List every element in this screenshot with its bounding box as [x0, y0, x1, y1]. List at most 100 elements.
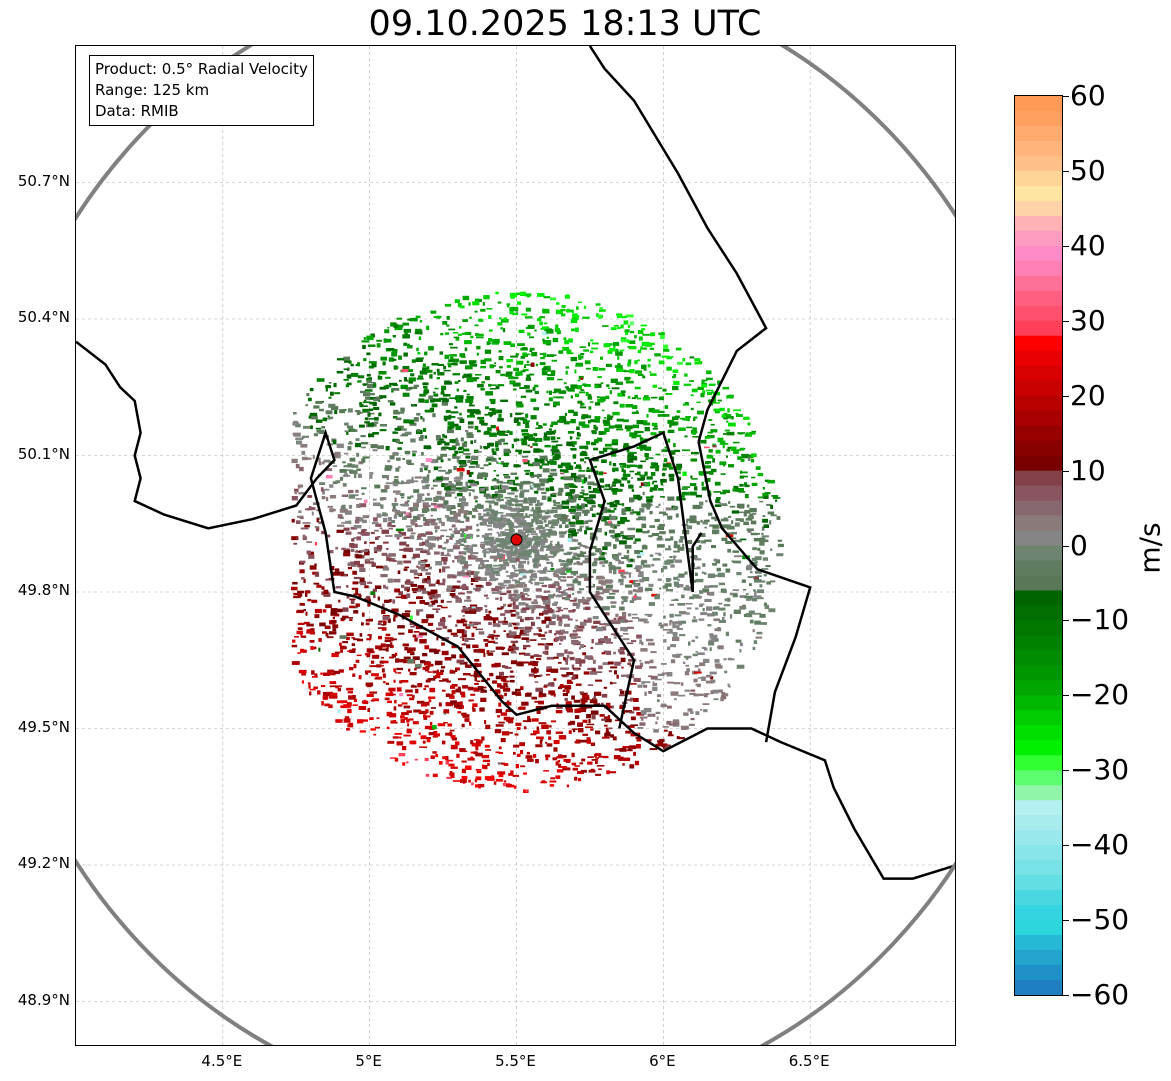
echo-pixel	[410, 519, 416, 524]
echo-pixel	[346, 636, 350, 641]
echo-pixel	[528, 673, 535, 677]
echo-pixel	[449, 416, 456, 419]
echo-pixel	[478, 515, 484, 521]
echo-pixel	[513, 589, 519, 594]
echo-pixel	[656, 694, 662, 698]
echo-pixel	[484, 540, 491, 545]
echo-pixel	[659, 738, 665, 742]
echo-pixel	[514, 495, 518, 498]
echo-pixel	[380, 574, 388, 578]
echo-pixel	[426, 552, 431, 556]
echo-pixel	[392, 349, 398, 353]
echo-pixel	[553, 581, 560, 585]
echo-pixel	[484, 720, 487, 725]
echo-pixel	[459, 418, 465, 423]
echo-pixel	[441, 566, 450, 569]
echo-pixel	[675, 347, 682, 351]
echo-pixel	[608, 529, 615, 534]
echo-pixel	[610, 666, 618, 669]
echo-pixel	[623, 320, 629, 325]
echo-pixel	[536, 487, 545, 491]
echo-pixel	[428, 583, 436, 587]
echo-pixel	[378, 375, 383, 380]
echo-pixel	[609, 486, 613, 490]
echo-pixel	[751, 482, 758, 486]
echo-pixel	[385, 647, 389, 652]
echo-pixel	[617, 392, 624, 397]
echo-pixel	[332, 571, 341, 576]
echo-pixel	[357, 375, 365, 379]
echo-pixel	[584, 606, 591, 610]
echo-pixel	[659, 587, 662, 590]
echo-pixel	[396, 457, 401, 461]
echo-pixel	[351, 643, 356, 646]
echo-pixel	[442, 483, 448, 488]
echo-pixel	[634, 550, 640, 554]
echo-pixel	[493, 470, 496, 472]
echo-pixel	[538, 722, 547, 725]
echo-pixel	[466, 595, 471, 600]
echo-pixel	[600, 485, 605, 488]
echo-pixel	[727, 548, 731, 553]
echo-pixel	[412, 695, 415, 698]
echo-pixel	[754, 556, 762, 561]
echo-pixel	[613, 345, 616, 348]
echo-pixel	[716, 567, 721, 572]
echo-pixel	[715, 665, 723, 669]
echo-pixel	[328, 403, 336, 408]
echo-pixel	[476, 345, 481, 350]
echo-pixel	[436, 669, 439, 672]
echo-pixel	[402, 643, 409, 647]
echo-pixel	[600, 552, 605, 556]
echo-pixel	[566, 349, 572, 354]
echo-pixel	[313, 582, 320, 585]
echo-pixel	[520, 418, 528, 421]
echo-pixel	[541, 463, 550, 466]
echo-pixel	[706, 693, 710, 695]
echo-pixel	[518, 553, 526, 558]
echo-pixel	[699, 501, 704, 506]
echo-pixel	[449, 536, 453, 540]
echo-pixel	[519, 387, 525, 389]
echo-pixel	[495, 291, 499, 295]
echo-pixel	[554, 454, 558, 458]
echo-pixel	[749, 619, 754, 624]
echo-pixel	[512, 643, 516, 646]
echo-pixel	[494, 729, 502, 734]
echo-pixel	[743, 512, 747, 517]
echo-pixel	[462, 615, 465, 617]
echo-pixel	[633, 583, 638, 588]
echo-pixel	[670, 644, 676, 648]
echo-pixel	[665, 589, 673, 592]
echo-pixel	[685, 416, 691, 418]
echo-pixel	[615, 500, 620, 504]
echo-pixel	[589, 507, 593, 511]
echo-pixel	[645, 457, 649, 461]
echo-pixel	[717, 572, 725, 578]
echo-pixel	[753, 595, 762, 598]
echo-pixel	[394, 588, 400, 593]
echo-pixel	[459, 691, 463, 695]
echo-pixel	[351, 464, 359, 468]
echo-pixel	[625, 730, 631, 734]
echo-pixel	[549, 780, 557, 783]
echo-pixel	[407, 500, 410, 503]
echo-pixel	[522, 575, 527, 579]
echo-pixel	[745, 432, 749, 437]
echo-pixel	[354, 560, 360, 565]
echo-pixel	[295, 520, 301, 524]
echo-pixel	[700, 540, 706, 544]
echo-pixel	[640, 324, 648, 327]
echo-pixel	[406, 516, 412, 518]
echo-pixel	[592, 366, 596, 371]
echo-pixel	[472, 508, 477, 511]
echo-pixel	[497, 521, 505, 526]
echo-pixel	[510, 613, 516, 617]
echo-pixel	[436, 671, 444, 675]
echo-pixel	[543, 436, 550, 441]
echo-pixel	[550, 568, 555, 571]
echo-pixel	[404, 717, 408, 720]
echo-pixel	[617, 617, 624, 621]
echo-pixel	[422, 667, 430, 670]
echo-pixel	[579, 573, 588, 578]
